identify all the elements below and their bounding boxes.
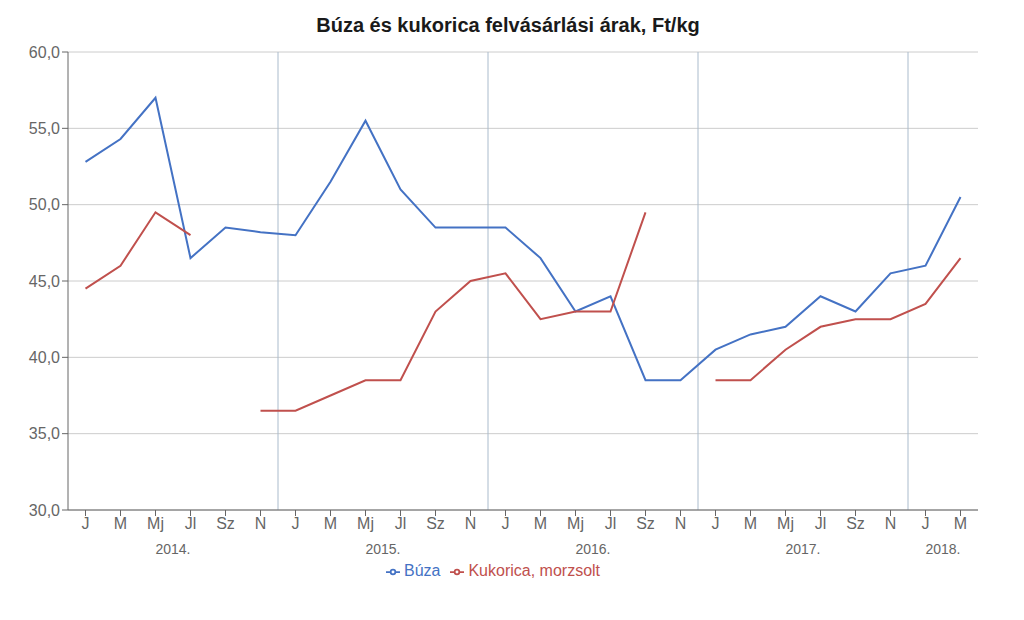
svg-text:N: N: [255, 515, 267, 532]
svg-text:Mj: Mj: [357, 515, 374, 532]
svg-text:35,0: 35,0: [29, 425, 60, 442]
svg-text:2017.: 2017.: [785, 541, 820, 557]
svg-text:2018.: 2018.: [925, 541, 960, 557]
svg-text:M: M: [744, 515, 757, 532]
svg-text:40,0: 40,0: [29, 349, 60, 366]
svg-text:30,0: 30,0: [29, 502, 60, 519]
svg-text:J: J: [922, 515, 930, 532]
svg-text:45,0: 45,0: [29, 273, 60, 290]
svg-text:Sz: Sz: [636, 515, 655, 532]
svg-text:Mj: Mj: [567, 515, 584, 532]
svg-text:M: M: [114, 515, 127, 532]
svg-text:Jl: Jl: [395, 515, 407, 532]
svg-text:N: N: [465, 515, 477, 532]
svg-text:Sz: Sz: [426, 515, 445, 532]
svg-text:J: J: [502, 515, 510, 532]
html-text:Kukorica, morzsolt: Kukorica, morzsolt: [468, 562, 600, 579]
svg-text:M: M: [534, 515, 547, 532]
html-text:Búza és kukorica felvásárlási: Búza és kukorica felvásárlási árak, Ft/k…: [316, 14, 700, 36]
svg-text:2016.: 2016.: [575, 541, 610, 557]
svg-text:55,0: 55,0: [29, 120, 60, 137]
svg-text:J: J: [292, 515, 300, 532]
html-text:Búza: Búza: [404, 562, 441, 579]
svg-text:Mj: Mj: [777, 515, 794, 532]
svg-text:2014.: 2014.: [155, 541, 190, 557]
svg-text:50,0: 50,0: [29, 196, 60, 213]
svg-text:Jl: Jl: [605, 515, 617, 532]
svg-text:Sz: Sz: [216, 515, 235, 532]
svg-text:N: N: [885, 515, 897, 532]
svg-text:N: N: [675, 515, 687, 532]
svg-text:M: M: [954, 515, 967, 532]
svg-text:J: J: [82, 515, 90, 532]
svg-text:Jl: Jl: [815, 515, 827, 532]
svg-text:J: J: [712, 515, 720, 532]
svg-text:M: M: [324, 515, 337, 532]
svg-text:Sz: Sz: [846, 515, 865, 532]
svg-text:Jl: Jl: [185, 515, 197, 532]
svg-text:2015.: 2015.: [365, 541, 400, 557]
svg-text:Mj: Mj: [147, 515, 164, 532]
svg-text:60,0: 60,0: [29, 44, 60, 61]
